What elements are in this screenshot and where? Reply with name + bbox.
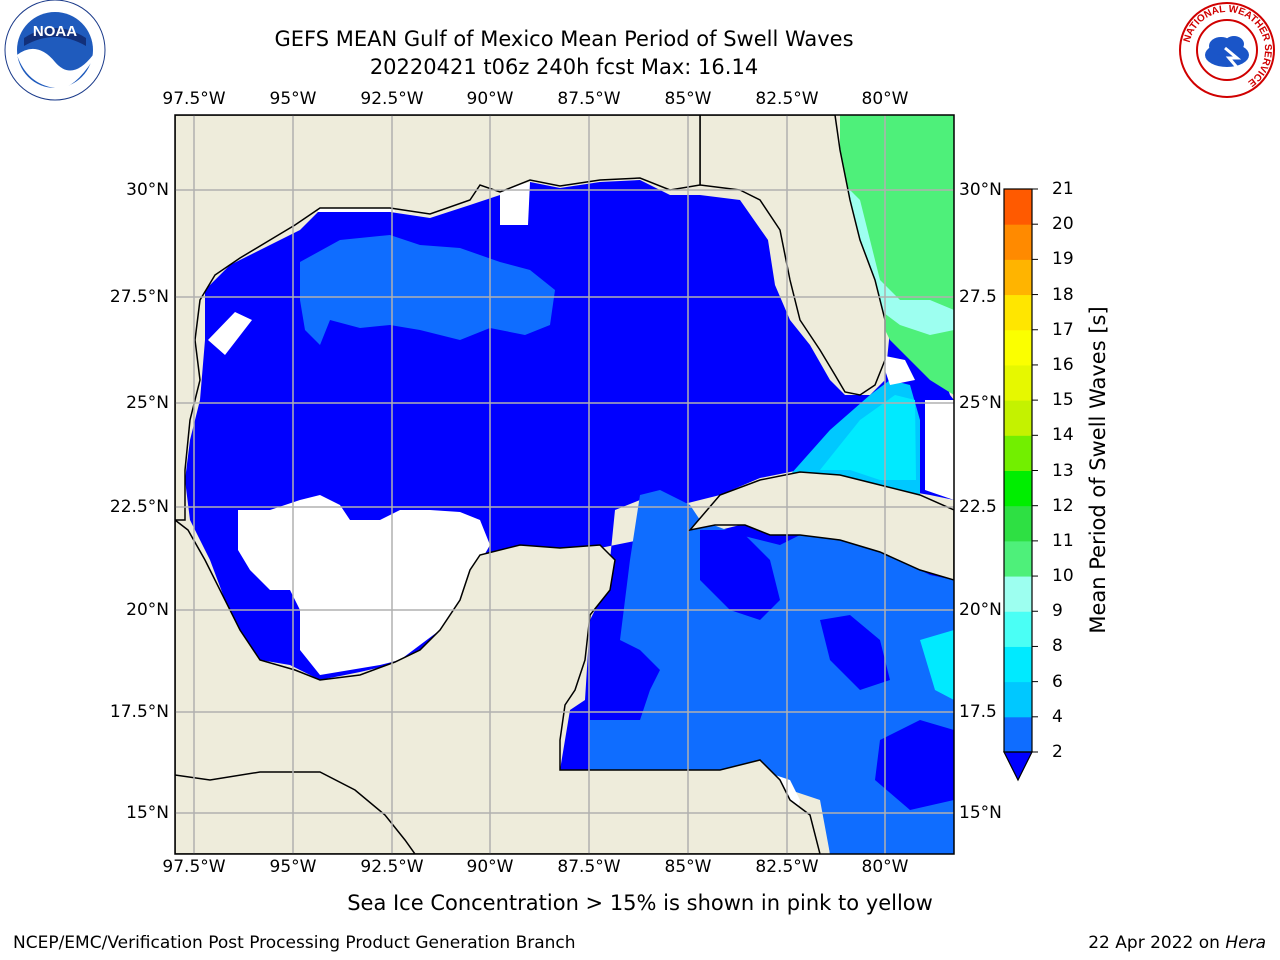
lat-tick-label: 15°N	[959, 803, 1002, 823]
no-data-tx-shelf	[208, 312, 252, 355]
swell-below-2s-caribbean-patch	[700, 530, 780, 620]
lon-tick-label: 97.5°W	[162, 857, 226, 877]
colorbar-tick-label: 8	[1052, 636, 1063, 657]
map-frame	[174, 114, 955, 855]
colorbar-tick-label: 16	[1052, 354, 1074, 375]
colorbar-tick-label: 20	[1052, 214, 1074, 235]
swell-6-8s-straits	[820, 395, 916, 480]
lat-tick-label: 15°N	[126, 803, 169, 823]
lon-tick-label: 92.5°W	[360, 857, 424, 877]
lon-tick-label: 80°W	[861, 857, 909, 877]
lat-tick-label: 20°N	[959, 600, 1002, 620]
noaa-logo: NOAA	[4, 0, 106, 101]
footer-credit: NCEP/EMC/Verification Post Processing Pr…	[13, 933, 576, 953]
colorbar-segment	[1004, 505, 1032, 542]
no-data-bahamas	[880, 355, 915, 385]
lon-tick-label: 95°W	[269, 89, 317, 109]
land-gulf-coast	[175, 115, 701, 521]
colorbar-tick-label: 19	[1052, 249, 1074, 270]
swell-6-8s-bahamas	[920, 630, 954, 700]
colorbar-segment	[1004, 470, 1032, 507]
colorbar-tick-label: 18	[1052, 284, 1074, 305]
lat-tick-label: 25°N	[126, 393, 169, 413]
colorbar-tick-label: 4	[1052, 706, 1063, 727]
colorbar-tick-label: 2	[1052, 742, 1063, 762]
no-data-campeche-bank	[238, 495, 490, 675]
swell-2-4s-caribbean	[590, 490, 954, 854]
land-florida	[699, 115, 886, 396]
lon-tick-label: 95°W	[269, 857, 317, 877]
colorbar-segment	[1004, 576, 1032, 612]
lat-tick-label: 17.5	[959, 702, 997, 722]
colorbar-segment	[1004, 294, 1032, 331]
lon-tick-label: 87.5°W	[557, 857, 621, 877]
colorbar-segment	[1004, 611, 1032, 647]
lat-tick-label: 20°N	[126, 600, 169, 620]
lat-tick-label: 22.5	[959, 497, 997, 517]
lon-tick-label: 90°W	[466, 89, 514, 109]
no-data-fl-shelf	[500, 182, 530, 225]
colorbar-tick-label: 10	[1052, 566, 1074, 587]
noaa-logo-text: NOAA	[33, 23, 77, 40]
colorbar-segment	[1004, 259, 1032, 296]
nws-logo: NATIONAL WEATHER SERVICE	[1179, 2, 1275, 98]
colorbar-segment	[1004, 400, 1032, 436]
lon-tick-label: 80°W	[861, 89, 909, 109]
colorbar-segment	[1004, 716, 1032, 753]
colorbar-tick-label: 9	[1052, 601, 1063, 622]
no-data-fl-keys	[925, 400, 954, 500]
footer-host: Hera	[1225, 933, 1266, 953]
lon-tick-label: 92.5°W	[360, 89, 424, 109]
lat-tick-label: 27.5°N	[109, 287, 169, 307]
swell-2-4s-northern-gulf	[300, 235, 555, 345]
lat-tick-label: 30°N	[959, 180, 1002, 200]
sea-ice-caption: Sea Ice Concentration > 15% is shown in …	[347, 891, 933, 915]
colorbar	[1003, 188, 1038, 782]
colorbar-segment	[1004, 435, 1032, 471]
lon-tick-label: 97.5°W	[162, 89, 226, 109]
colorbar-tick-label: 6	[1052, 671, 1063, 692]
map-grid	[175, 115, 954, 854]
colorbar-tick-label: 11	[1052, 530, 1074, 551]
colorbar-tick-label: 13	[1052, 460, 1074, 481]
colorbar-segment	[1004, 189, 1032, 225]
colorbar-tick-label: 14	[1052, 425, 1074, 446]
lat-tick-label: 27.5	[959, 287, 997, 307]
lat-tick-label: 30°N	[126, 180, 169, 200]
swell-below-2s-caribbean-patch-2	[820, 615, 890, 690]
colorbar-segment	[1004, 329, 1032, 366]
lon-tick-label: 87.5°W	[557, 89, 621, 109]
lon-tick-label: 90°W	[466, 857, 514, 877]
footer-date-text: 22 Apr 2022 on	[1088, 933, 1226, 953]
colorbar-tick-label: 17	[1052, 319, 1074, 340]
land-mexico	[175, 519, 821, 854]
colorbar-segment	[1004, 364, 1032, 401]
lat-tick-label: 25°N	[959, 393, 1002, 413]
chart-title: GEFS MEAN Gulf of Mexico Mean Period of …	[274, 27, 854, 51]
colorbar-segment	[1004, 681, 1032, 718]
colorbar-tick-label: 12	[1052, 495, 1074, 516]
chart-subtitle: 20220421 t06z 240h fcst Max: 16.14	[369, 55, 759, 79]
colorbar-segment	[1004, 646, 1032, 683]
lon-tick-label: 82.5°W	[755, 89, 819, 109]
colorbar-under-extension	[1003, 751, 1033, 782]
swell-below-2s-caribbean-patch-3	[875, 720, 954, 810]
lon-tick-label: 85°W	[664, 89, 712, 109]
lat-tick-label: 17.5°N	[109, 702, 169, 722]
lat-tick-label: 22.5°N	[109, 497, 169, 517]
colorbar-segment	[1004, 224, 1032, 260]
colorbar-segment	[1004, 540, 1032, 577]
colorbar-tick-label: 15	[1052, 390, 1074, 411]
lon-tick-label: 82.5°W	[755, 857, 819, 877]
colorbar-label: Mean Period of Swell Waves [s]	[1086, 306, 1110, 634]
lon-tick-label: 85°W	[664, 857, 712, 877]
footer-date: 22 Apr 2022 on Hera	[1088, 933, 1266, 953]
colorbar-tick-label: 21	[1052, 179, 1074, 199]
